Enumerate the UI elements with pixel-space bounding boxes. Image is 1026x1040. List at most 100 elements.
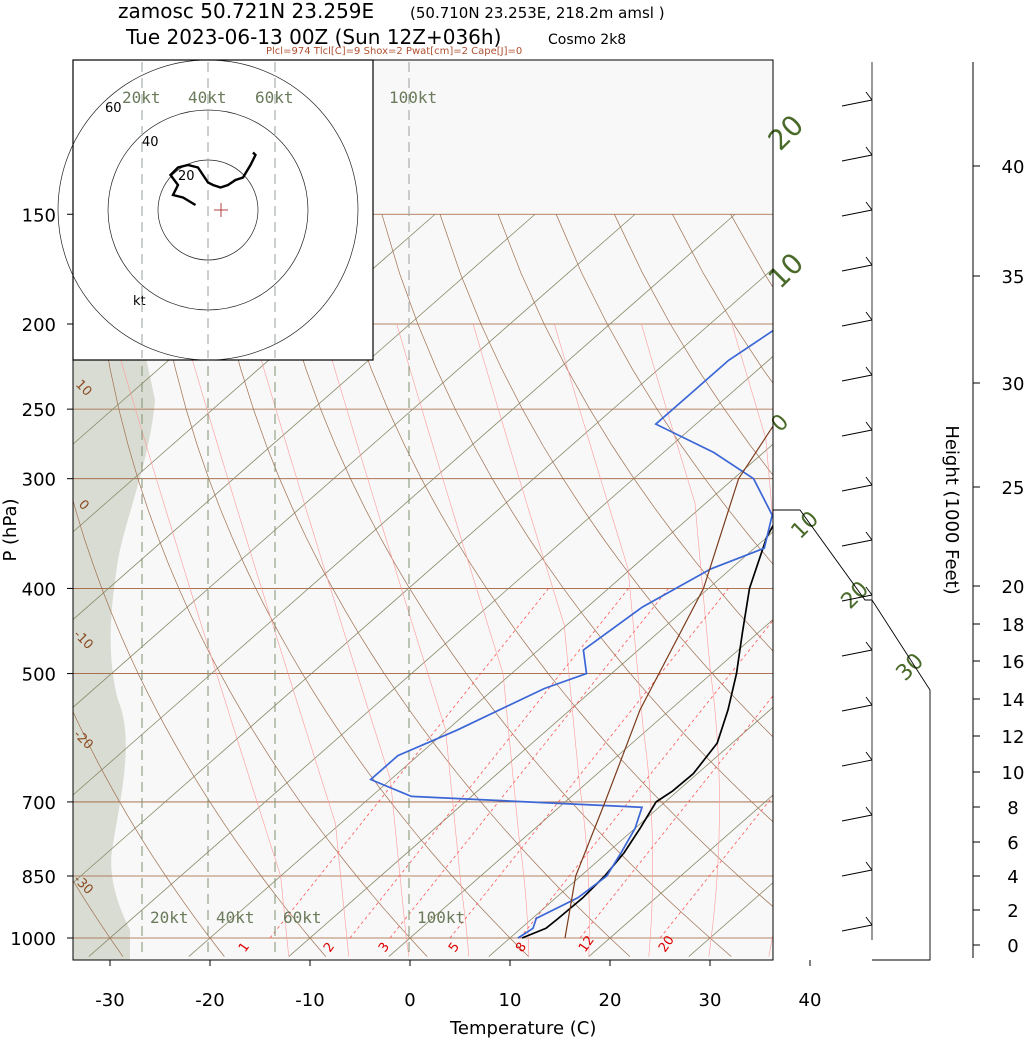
speed-ref-label-bottom: 100kt (417, 908, 465, 927)
dry-adiabat (207, 214, 631, 957)
x-tick-label: -20 (195, 990, 224, 1011)
height-tick-label: 35 (1002, 267, 1025, 288)
dewpoint-line (369, 329, 773, 939)
mixing-ratio-line (659, 795, 773, 939)
moist-adiabat (826, 324, 865, 957)
height-tick-label: 20 (1002, 577, 1025, 598)
p-tick-label: 250 (22, 400, 56, 421)
height-tick-label: 6 (1007, 833, 1018, 854)
isotherm-line (588, 794, 773, 957)
speed-ref-label-bottom: 40kt (216, 908, 255, 927)
p-tick-label: 150 (22, 205, 56, 226)
isotherm-line (88, 355, 773, 957)
isotherm-line (789, 214, 1026, 956)
x-axis-title: Temperature (C) (449, 1018, 596, 1039)
isotherm-line (73, 213, 536, 621)
wind-barb (841, 586, 873, 602)
hodo-center-mark (214, 203, 228, 217)
wind-barb (841, 91, 873, 107)
speed-ref-label-top: 60kt (255, 88, 294, 107)
wind-barb (841, 696, 873, 712)
wind-barb (841, 531, 873, 547)
dry-adiabat (149, 214, 529, 957)
height-tick-label: 40 (1002, 157, 1025, 178)
speed-ref-label-bottom: 60kt (283, 908, 322, 927)
p-tick-label: 300 (22, 470, 56, 491)
p-tick-label: 500 (22, 665, 56, 686)
height-axis-title: Height (1000 Feet) (941, 425, 962, 594)
speed-ref-label-top: 100kt (389, 88, 437, 107)
x-tick-label: 0 (404, 990, 415, 1011)
x-tick-label: 10 (499, 990, 522, 1011)
moist-adiabat (554, 323, 654, 957)
p-tick-label: 850 (22, 867, 56, 888)
temperature-line (521, 523, 773, 939)
mixing-ratio-line (519, 619, 773, 939)
dry-adiabat (847, 214, 1026, 956)
isotherm-line (188, 443, 773, 957)
wind-barb (841, 861, 873, 877)
speed-ref-label-top: 20kt (122, 88, 161, 107)
height-tick-label: 18 (1002, 615, 1025, 636)
height-tick-label: 12 (1002, 727, 1025, 748)
hodograph-trace (168, 151, 257, 207)
y-axis-title: P (hPa) (0, 498, 21, 561)
isotherm-line (288, 531, 773, 957)
height-tick-label: 16 (1002, 652, 1025, 673)
mixing-ratio-line (269, 588, 549, 939)
height-axis: 0 2 4 6 8 10 12 14 16 18 20 25 30 35 40 (972, 62, 1025, 958)
dry-adiabat (90, 214, 428, 957)
dry-adiabat (73, 499, 327, 957)
title-time: Tue 2023-06-13 00Z (Sun 12Z+036h) (125, 25, 501, 49)
wind-barb (841, 421, 873, 437)
dry-adiabat (265, 214, 732, 957)
wind-barb (841, 311, 873, 327)
p-tick-label: 200 (22, 315, 56, 336)
hodo-unit-label: kt (133, 294, 146, 309)
wind-barb (841, 641, 873, 657)
height-tick-label: 14 (1002, 690, 1025, 711)
title-model: Cosmo 2k8 (548, 32, 626, 48)
wind-barb (841, 201, 873, 217)
x-tick-label: 30 (699, 990, 722, 1011)
hodo-ring-label: 20 (178, 169, 195, 184)
x-tick-label: -10 (295, 990, 324, 1011)
hodo-ring-label: 40 (142, 135, 159, 150)
dry-adiabat (323, 214, 773, 908)
temperature-axis: -30 -20 -10 0 10 20 30 40 (95, 960, 821, 1011)
isotherm-line (73, 268, 773, 884)
dry-adiabat (789, 214, 1026, 956)
dry-adiabat (497, 214, 773, 652)
mixing-ratio-line (449, 588, 729, 939)
p-tick-label: 1000 (10, 929, 56, 950)
moist-adiabat (181, 323, 350, 957)
height-tick-label: 30 (1002, 374, 1025, 395)
isotherm-line (73, 213, 736, 796)
dry-adiabat (439, 214, 773, 738)
wind-barb (841, 256, 873, 272)
p-tick-label: 700 (22, 793, 56, 814)
wind-barbs (773, 62, 931, 961)
mixing-ratio-line (389, 588, 669, 939)
isotherm-label: 10 (787, 507, 824, 544)
wind-barb (841, 476, 873, 492)
wind-barb (841, 146, 873, 162)
wind-barb (841, 751, 873, 767)
moist-adiabat (472, 323, 590, 957)
x-tick-label: 40 (799, 990, 822, 1011)
sounding-series (369, 329, 773, 939)
isotherm-label: 30 (892, 649, 929, 686)
thermo-grid (73, 62, 1026, 958)
x-tick-label: 20 (599, 990, 622, 1011)
isotherm-line (488, 706, 773, 957)
dry-adiabat (73, 879, 124, 957)
moist-adiabat (321, 323, 470, 957)
isotherm-line (388, 619, 773, 957)
wind-barb (841, 806, 873, 822)
dry-adiabat (381, 214, 773, 823)
barb-boundary (871, 599, 931, 961)
height-tick-label: 4 (1007, 867, 1018, 888)
p-tick-label: 400 (22, 579, 56, 600)
wind-barb (841, 366, 873, 382)
